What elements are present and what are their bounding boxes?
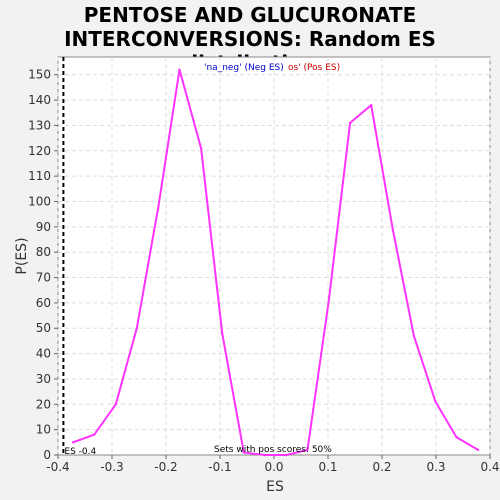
gridlines bbox=[57, 57, 491, 455]
y-axis-label: P(ES) bbox=[14, 237, 30, 274]
x-tick-label: 0.1 bbox=[318, 460, 337, 474]
data-point bbox=[263, 453, 267, 457]
data-point bbox=[199, 147, 203, 150]
x-tick-label: 0.0 bbox=[264, 460, 283, 474]
pos-score-annotation: Sets with pos scores: 50% bbox=[214, 445, 332, 455]
y-tick-label: 40 bbox=[36, 347, 51, 361]
x-tick-label: 0.2 bbox=[372, 460, 391, 474]
y-tick-label: 120 bbox=[28, 144, 51, 158]
es-marker-group: ES -0.4 bbox=[62, 57, 96, 457]
data-point bbox=[92, 433, 96, 436]
y-tick-label: 110 bbox=[28, 169, 51, 183]
series-line bbox=[72, 68, 479, 456]
data-point bbox=[114, 403, 117, 406]
x-tick-label: 0.3 bbox=[426, 460, 445, 474]
es-marker-label: ES -0.4 bbox=[64, 447, 96, 457]
data-point bbox=[135, 327, 139, 330]
axis-ticks: 0 10 20 30 40 50 60 70 80 90 100 110 120 130 140 150 -0.… bbox=[28, 68, 499, 474]
data-point bbox=[412, 334, 416, 338]
x-tick-label: -0.2 bbox=[154, 460, 177, 474]
legend-pos-label: os' (Pos ES) bbox=[288, 63, 340, 73]
y-tick-label: 0 bbox=[43, 448, 51, 462]
y-tick-label: 140 bbox=[28, 93, 51, 107]
legend-neg-label: 'na_neg' (Neg ES) bbox=[204, 63, 284, 73]
data-point bbox=[306, 448, 309, 452]
data-point bbox=[370, 103, 373, 107]
y-tick-label: 150 bbox=[28, 68, 51, 82]
chart-title-line-1: PENTOSE AND GLUCURONATE bbox=[83, 3, 417, 27]
x-tick-label: -0.3 bbox=[100, 460, 123, 474]
data-point bbox=[327, 301, 330, 305]
y-tick-label: 130 bbox=[28, 118, 51, 132]
y-tick-label: 60 bbox=[36, 296, 51, 310]
x-tick-label: 0.4 bbox=[480, 460, 499, 474]
y-tick-label: 10 bbox=[36, 423, 51, 437]
x-tick-label: -0.1 bbox=[208, 460, 231, 474]
y-tick-label: 20 bbox=[36, 397, 51, 411]
data-point bbox=[285, 453, 288, 457]
y-tick-label: 30 bbox=[36, 372, 51, 386]
data-point bbox=[348, 121, 352, 125]
data-point bbox=[455, 436, 458, 439]
x-tick-label: -0.4 bbox=[46, 460, 69, 474]
data-point bbox=[242, 451, 245, 454]
y-tick-label: 80 bbox=[36, 245, 51, 259]
data-point bbox=[71, 441, 75, 444]
y-tick-label: 100 bbox=[28, 194, 51, 208]
series-group bbox=[71, 68, 480, 457]
y-tick-label: 90 bbox=[36, 220, 51, 234]
data-point bbox=[220, 332, 224, 335]
data-point bbox=[391, 228, 394, 231]
data-point bbox=[476, 448, 480, 452]
y-tick-label: 70 bbox=[36, 271, 51, 285]
data-point bbox=[434, 400, 437, 403]
data-point bbox=[157, 205, 160, 208]
data-point bbox=[178, 68, 181, 71]
x-axis-label: ES bbox=[266, 479, 284, 495]
y-tick-label: 50 bbox=[36, 321, 51, 335]
